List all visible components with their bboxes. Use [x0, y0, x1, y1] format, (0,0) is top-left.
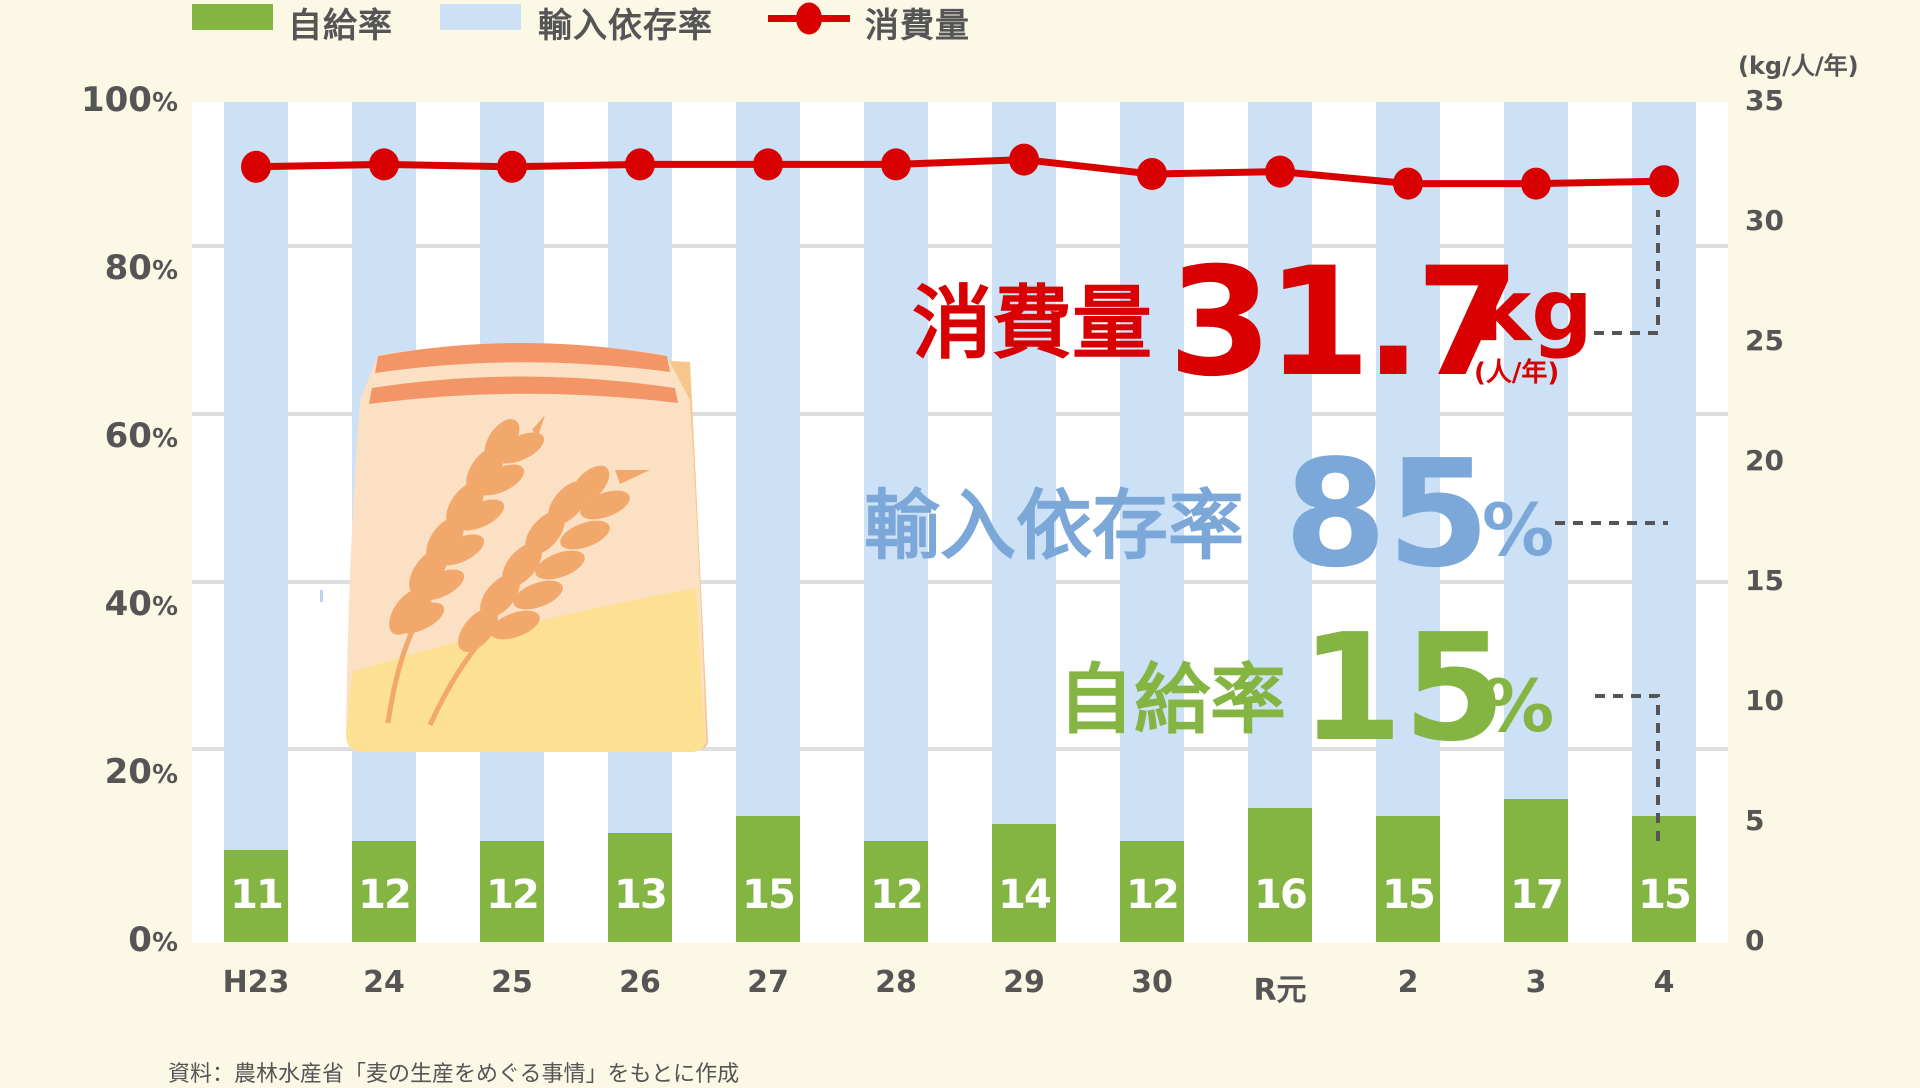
bar-self-sufficiency: [1504, 799, 1568, 942]
bar-import-dependency: [224, 102, 288, 942]
legend-line-marker-icon: [768, 2, 850, 35]
right-tick-label: 30: [1745, 204, 1784, 237]
bar-self-sufficiency: [992, 824, 1056, 942]
right-tick-label: 20: [1745, 444, 1784, 477]
bar-self-sufficiency: [1376, 816, 1440, 942]
gridline: [192, 244, 1728, 248]
callout-consumption-value: 31.7: [1168, 236, 1520, 410]
bar-self-sufficiency: [352, 841, 416, 942]
legend-label-consumption: 消費量: [865, 6, 970, 46]
left-tick-label: 80%: [104, 248, 178, 288]
bar-value-label: 16: [1254, 872, 1308, 918]
bar-value-label: 17: [1510, 872, 1564, 918]
x-tick-label: 27: [747, 965, 789, 1000]
right-tick-label: 35: [1745, 84, 1784, 117]
x-tick-label: H23: [222, 965, 290, 1000]
legend-swatch-import-dependency: [440, 4, 521, 30]
bar-import-dependency: [1120, 102, 1184, 942]
bar-value-label: 11: [230, 872, 284, 918]
bar-value-label: 15: [742, 872, 796, 918]
wheat-icon: [385, 415, 545, 724]
right-tick-label: 0: [1745, 924, 1765, 957]
stray-tick-mark: [320, 590, 323, 602]
x-tick-label: 29: [1003, 965, 1045, 1000]
bar-value-label: 12: [358, 872, 412, 918]
bar-value-label: 12: [1126, 872, 1180, 918]
callout-consumption-unit: kg: [1474, 261, 1593, 361]
right-tick-label: 5: [1745, 804, 1765, 837]
callout-import-unit: %: [1482, 488, 1555, 572]
x-tick-label: 25: [491, 965, 533, 1000]
callout-self-unit: %: [1482, 664, 1555, 748]
legend-label-import-dependency: 輸入依存率: [538, 6, 713, 46]
bar-value-label: 14: [998, 872, 1052, 918]
bar-self-sufficiency: [480, 841, 544, 942]
left-tick-label: 40%: [104, 584, 178, 624]
bar-self-sufficiency: [608, 833, 672, 942]
x-tick-label: 24: [363, 965, 405, 1000]
legend-swatch-self-sufficiency: [192, 4, 273, 30]
legend: 自給率 輸入依存率 消費量: [0, 0, 1100, 46]
bar-self-sufficiency: [736, 816, 800, 942]
flour-bag-illustration: [346, 343, 708, 752]
bar-import-dependency: [736, 102, 800, 942]
gridline: [192, 747, 1728, 751]
x-tick-label: 26: [619, 965, 661, 1000]
right-tick-label: 10: [1745, 684, 1784, 717]
bar-self-sufficiency: [224, 850, 288, 942]
left-tick-label: 0%: [128, 920, 178, 960]
bar-self-sufficiency: [1248, 808, 1312, 942]
bar-import-dependency: [1248, 102, 1312, 942]
bar-value-label: 12: [870, 872, 924, 918]
x-tick-label: 30: [1131, 965, 1173, 1000]
bar-import-dependency: [1376, 102, 1440, 942]
x-tick-label: 2: [1397, 965, 1419, 1000]
bar-value-label: 12: [486, 872, 540, 918]
left-tick-label: 60%: [104, 416, 178, 456]
bar-self-sufficiency: [864, 841, 928, 942]
callout-import-label: 輸入依存率: [864, 481, 1244, 570]
gridline: [192, 580, 1728, 584]
bar-import-dependency: [992, 102, 1056, 942]
x-tick-label: R元: [1253, 973, 1307, 1008]
callout-self-value: 15: [1300, 602, 1506, 774]
x-tick-label: 4: [1653, 965, 1675, 1000]
bar-import-dependency: [864, 102, 928, 942]
gridline: [192, 412, 1728, 416]
bar-value-label: 15: [1638, 872, 1692, 918]
callout-self-label: 自給率: [1058, 655, 1286, 744]
left-tick-label: 20%: [104, 752, 178, 792]
x-tick-label: 28: [875, 965, 917, 1000]
callout-consumption-label: 消費量: [912, 277, 1152, 370]
bar-value-label: 13: [614, 872, 668, 918]
bar-value-label: 15: [1382, 872, 1436, 918]
wheat-icon: [427, 465, 650, 727]
left-tick-label: 100%: [80, 80, 178, 120]
right-tick-label: 15: [1745, 564, 1784, 597]
legend-label-self-sufficiency: 自給率: [288, 6, 393, 46]
right-axis-unit: (kg/人/年): [1738, 52, 1859, 80]
plot-area: 11 12 12 13 15 12 14 12 16 15 17 15: [192, 102, 1728, 942]
right-tick-label: 25: [1745, 324, 1784, 357]
callout-import-value: 85: [1284, 428, 1490, 600]
x-tick-label: 3: [1525, 965, 1547, 1000]
bar-self-sufficiency: [1120, 841, 1184, 942]
callout-consumption-subunit: (人/年): [1474, 358, 1560, 388]
source-note: 資料：農林水産省「麦の生産をめぐる事情」をもとに作成: [168, 1062, 740, 1087]
